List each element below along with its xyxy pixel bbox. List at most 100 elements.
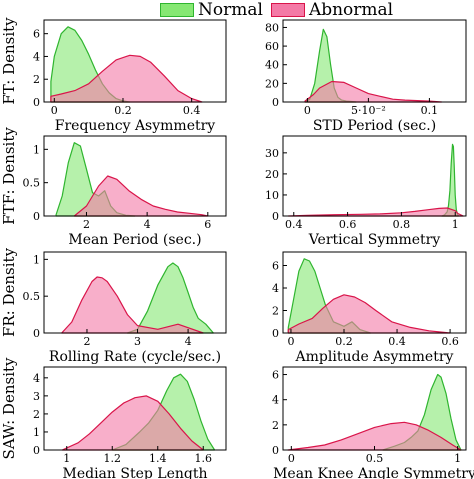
density-area-normal-4: [126, 262, 214, 334]
row-label-1: FTF: Density: [0, 127, 18, 225]
y-tick-label-5-0: 0: [272, 327, 279, 340]
axis-frame-1: [282, 19, 467, 103]
x-tick-label-1-1: 5·10⁻²: [351, 104, 386, 117]
y-tick-label-7-0: 0: [272, 444, 279, 457]
y-tick-label-4-1: 0.5: [23, 290, 41, 303]
y-tick-label-6-2: 2: [33, 408, 40, 421]
density-area-abnormal-0: [50, 54, 203, 103]
x-tick-label-7-0: 0: [288, 452, 295, 465]
density-area-abnormal-3: [287, 207, 464, 217]
x-tick-label-6-1: 1.2: [104, 452, 122, 465]
axis-frame-0: [43, 19, 227, 103]
subplot-4: 2 3 4 0 0.5 1 Rolling Rate (cycle/sec.): [23, 251, 227, 365]
y-tick-label-1-1: 20: [265, 77, 279, 90]
x-tick-label-2-2: 6: [204, 218, 211, 231]
row-label-0: FT: Density: [0, 17, 18, 105]
axis-frame-6: [43, 366, 227, 451]
x-tick-label-3-3: 1: [452, 218, 459, 231]
density-area-abnormal-1: [304, 80, 443, 103]
y-tick-label-3-0: 0: [272, 210, 279, 223]
y-tick-label-1-0: 0: [272, 96, 279, 109]
x-tick-label-6-3: 1.6: [195, 452, 213, 465]
x-tick-label-5-1: 0.2: [335, 335, 353, 348]
subplot-5: 0 0.2 0.4 0.6 0 2 4 6 Amplitude Asymmetry: [272, 251, 467, 365]
x-tick-label-0-1: 0.2: [114, 104, 132, 117]
x-axis-label-0: Frequency Asymmetry: [55, 118, 216, 134]
y-tick-label-3-2: 20: [265, 168, 279, 181]
density-area-abnormal-5: [287, 294, 451, 334]
density-area-abnormal-7: [287, 421, 462, 451]
x-tick-label-5-0: 0: [287, 335, 294, 348]
x-tick-label-6-0: 1: [63, 452, 70, 465]
y-tick-label-4-0: 0: [33, 327, 40, 340]
y-tick-label-3-3: 30: [265, 147, 279, 160]
x-axis-label-7: Mean Knee Angle Symmetry: [273, 466, 474, 479]
legend-swatch-abnormal: [270, 3, 305, 17]
legend-label-normal: Normal: [198, 0, 263, 20]
subplot-7: 0 0.5 1 0 2 4 6 Mean Knee Angle Symmetry: [272, 366, 474, 479]
density-area-normal-3: [441, 143, 460, 217]
x-axis-label-5: Amplitude Asymmetry: [295, 349, 454, 365]
axis-frame-3: [282, 135, 467, 217]
x-tick-label-3-1: 0.6: [339, 218, 357, 231]
x-tick-label-2-0: 2: [83, 218, 90, 231]
y-tick-label-7-2: 4: [272, 394, 279, 407]
subplot-2: 2 4 6 0 0.5 1 Mean Period (sec.): [23, 135, 227, 248]
density-area-abnormal-6: [61, 395, 204, 451]
legend: Normal Abnormal: [160, 0, 393, 20]
y-tick-label-3-1: 10: [265, 189, 279, 202]
y-tick-label-6-4: 4: [33, 372, 40, 385]
y-tick-label-0-0: 0: [33, 96, 40, 109]
x-axis-label-1: STD Period (sec.): [313, 118, 436, 134]
y-tick-label-6-1: 1: [33, 426, 40, 439]
legend-label-abnormal: Abnormal: [308, 0, 394, 20]
subplot-0: 0 0.2 0.4 0 2 4 6 Frequency Asymmetry: [33, 19, 227, 134]
x-tick-label-3-0: 0.4: [285, 218, 303, 231]
x-tick-label-0-2: 0.4: [183, 104, 201, 117]
y-tick-label-6-0: 0: [33, 444, 40, 457]
y-tick-label-5-1: 2: [272, 305, 279, 318]
x-tick-label-0-0: 0: [51, 104, 58, 117]
x-tick-label-4-2: 4: [185, 335, 192, 348]
x-axis-label-4: Rolling Rate (cycle/sec.): [49, 349, 221, 365]
x-axis-label-3: Vertical Symmetry: [308, 232, 441, 248]
x-tick-label-2-1: 4: [144, 218, 151, 231]
legend-entry-abnormal: Abnormal: [270, 0, 394, 20]
y-tick-label-0-3: 6: [33, 28, 40, 41]
x-tick-label-5-2: 0.4: [388, 335, 406, 348]
y-tick-label-2-0: 0: [33, 210, 40, 223]
x-tick-label-7-1: 0.5: [366, 452, 384, 465]
y-tick-label-7-1: 2: [272, 419, 279, 432]
y-tick-label-5-2: 4: [272, 282, 279, 295]
y-tick-label-0-1: 2: [33, 73, 40, 86]
y-tick-label-4-2: 1: [33, 253, 40, 266]
x-tick-label-6-2: 1.4: [149, 452, 167, 465]
x-tick-label-4-0: 2: [83, 335, 90, 348]
y-tick-label-5-3: 6: [272, 260, 279, 273]
row-label-2: FR: Density: [0, 247, 18, 337]
row-label-3: SAW: Density: [0, 357, 18, 460]
x-tick-label-4-1: 3: [134, 335, 141, 348]
x-tick-label-1-0: 0: [304, 104, 311, 117]
x-tick-label-7-2: 1: [454, 452, 461, 465]
y-tick-label-2-1: 0.5: [23, 177, 41, 190]
density-area-abnormal-4: [61, 276, 204, 334]
y-tick-label-7-3: 6: [272, 369, 279, 382]
x-axis-label-2: Mean Period (sec.): [68, 232, 201, 248]
y-tick-label-1-2: 40: [265, 59, 279, 72]
y-tick-label-1-3: 60: [265, 40, 279, 53]
y-tick-label-6-3: 3: [33, 390, 40, 403]
x-tick-label-1-2: 0.1: [421, 104, 439, 117]
y-tick-label-1-4: 80: [265, 21, 279, 34]
subplot-1: 0 5·10⁻² 0.1 0 20 40 60 80 STD Period (sec.): [265, 19, 467, 134]
y-tick-label-2-2: 1: [33, 143, 40, 156]
axis-frame-2: [43, 135, 227, 217]
x-tick-label-5-3: 0.6: [441, 335, 459, 348]
axis-frame-4: [43, 251, 227, 334]
legend-entry-normal: Normal: [160, 0, 263, 20]
axis-frame-5: [282, 251, 467, 334]
x-tick-label-3-2: 0.8: [393, 218, 411, 231]
density-area-abnormal-2: [73, 175, 209, 217]
